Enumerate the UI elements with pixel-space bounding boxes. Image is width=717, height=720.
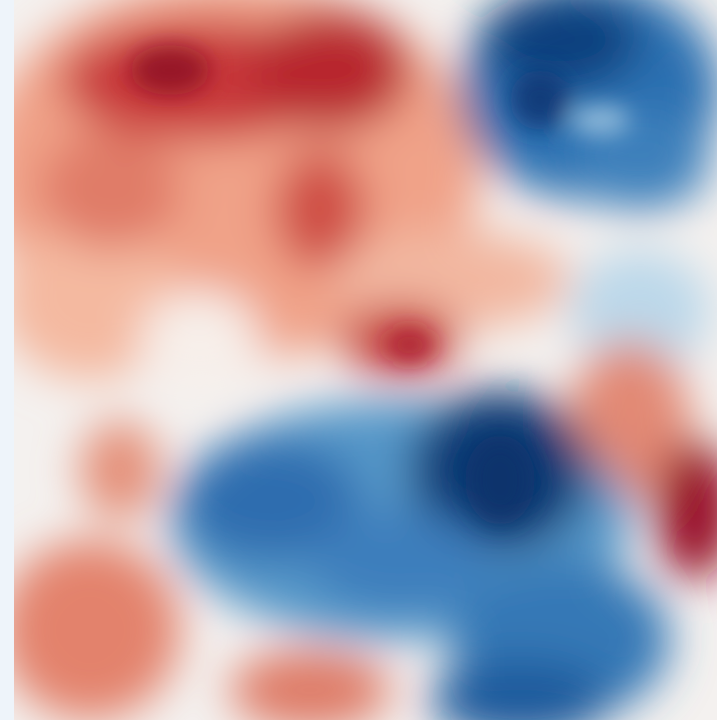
- field-image: [0, 0, 717, 720]
- field: [0, 0, 717, 720]
- page: [0, 0, 717, 720]
